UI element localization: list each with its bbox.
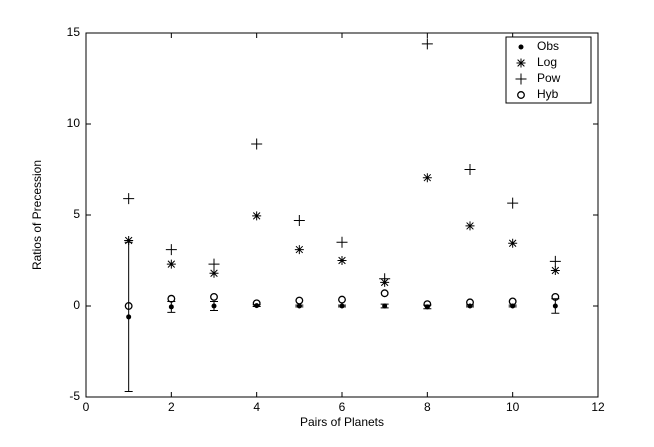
point xyxy=(552,303,558,309)
point xyxy=(208,258,220,270)
y-tick-label: 0 xyxy=(73,298,80,312)
legend-label: Log xyxy=(537,55,557,69)
point xyxy=(167,294,176,303)
y-tick-label: 15 xyxy=(67,25,81,39)
x-tick-label: 0 xyxy=(83,400,90,414)
y-tick-label: 5 xyxy=(73,207,80,221)
point xyxy=(337,256,347,265)
y-tick-label: 10 xyxy=(67,116,81,130)
point xyxy=(507,197,519,209)
point xyxy=(464,164,476,175)
x-tick-label: 2 xyxy=(168,400,175,414)
y-axis-label: Ratios of Precession xyxy=(30,160,44,270)
point xyxy=(252,299,261,308)
point xyxy=(466,298,474,307)
y-tick-label: -5 xyxy=(69,389,80,403)
legend-label: Hyb xyxy=(537,87,559,101)
point xyxy=(295,296,304,305)
point xyxy=(423,300,432,309)
x-tick-label: 6 xyxy=(339,400,346,414)
point xyxy=(252,211,262,221)
point xyxy=(380,289,389,298)
point xyxy=(165,244,177,256)
legend-marker xyxy=(516,58,526,68)
x-tick-label: 8 xyxy=(424,400,431,414)
point xyxy=(251,138,263,150)
x-axis-label: Pairs of Planets xyxy=(300,415,384,429)
point xyxy=(296,303,302,309)
point xyxy=(168,304,174,310)
point xyxy=(123,193,135,205)
x-tick-label: 4 xyxy=(253,400,260,414)
legend-label: Pow xyxy=(537,71,561,85)
x-tick-label: 10 xyxy=(506,400,520,414)
point xyxy=(465,221,475,231)
point xyxy=(210,292,218,301)
point xyxy=(126,314,132,320)
point xyxy=(508,238,518,248)
legend-marker xyxy=(518,44,524,50)
x-tick-label: 12 xyxy=(591,400,605,414)
point xyxy=(336,236,348,248)
point xyxy=(421,38,433,50)
point xyxy=(209,268,219,278)
point xyxy=(549,255,561,267)
point xyxy=(211,303,217,309)
point xyxy=(293,214,305,226)
point xyxy=(339,303,345,309)
point xyxy=(508,297,517,306)
point xyxy=(124,302,133,310)
point xyxy=(551,292,560,301)
point xyxy=(550,266,560,276)
point xyxy=(124,235,134,245)
point xyxy=(294,245,304,255)
point xyxy=(379,273,391,285)
legend-label: Obs xyxy=(537,39,559,53)
point xyxy=(382,303,388,309)
point xyxy=(422,173,432,183)
legend-marker xyxy=(515,73,527,85)
point xyxy=(166,259,176,269)
legend-marker xyxy=(517,91,525,99)
point xyxy=(338,295,346,304)
